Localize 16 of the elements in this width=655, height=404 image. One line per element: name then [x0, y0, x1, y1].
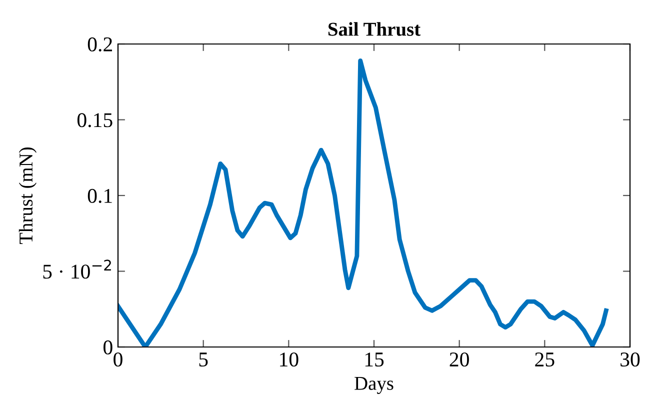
- y-tick-label: 0.1: [88, 188, 112, 204]
- y-tick-label: 0.15: [77, 113, 112, 128]
- chart-title: Sail Thrust: [328, 22, 420, 36]
- x-tick-label: 25: [535, 352, 554, 367]
- x-tick-label: 30: [620, 352, 640, 367]
- y-tick-label: 0: [104, 340, 112, 354]
- y-tick-label: 5 · 10$^{−2}$: [43, 260, 111, 279]
- y-axis-title: Thrust (mN): [18, 147, 37, 244]
- x-tick-label: 0: [114, 352, 122, 367]
- x-tick-label: 10: [280, 352, 298, 367]
- line-series: [118, 58, 608, 347]
- x-tick-label: 15: [365, 352, 384, 367]
- x-tick-label: 20: [450, 352, 469, 367]
- x-axis-title: Days: [354, 377, 394, 394]
- x-tick-label: 5: [199, 352, 208, 367]
- y-tick-label: 0.2: [88, 37, 112, 52]
